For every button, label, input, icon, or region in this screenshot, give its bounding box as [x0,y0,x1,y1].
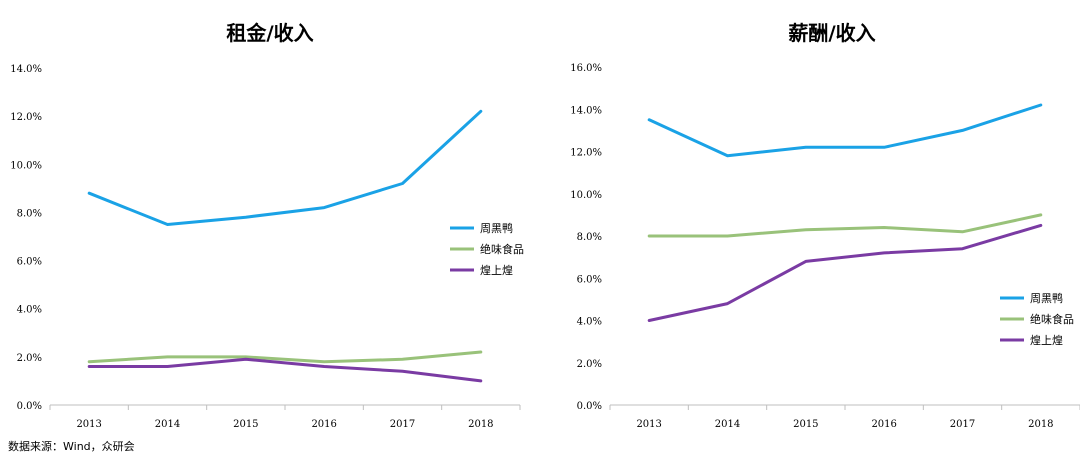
series-line [87,109,483,226]
source-note: 数据来源：Wind，众研会 [8,440,135,453]
y-tick-label: 10.0% [570,190,602,201]
chart-title: 薪酬/收入 [788,21,875,45]
y-tick-label: 8.0% [17,208,42,219]
x-tick-label: 2013 [76,419,101,430]
y-tick-label: 4.0% [577,317,602,328]
series-line [647,223,1043,322]
x-tick-label: 2017 [950,419,975,430]
y-tick-label: 4.0% [17,305,42,316]
y-tick-label: 12.0% [10,112,42,123]
series-line [87,350,483,364]
legend-label: 绝味食品 [480,242,524,256]
x-tick-label: 2013 [636,419,661,430]
series-line [647,213,1043,238]
legend-label: 煌上煌 [1030,334,1063,347]
y-tick-label: 10.0% [10,160,42,171]
y-tick-label: 0.0% [17,401,42,412]
chart-title: 租金/收入 [226,21,313,45]
x-tick-label: 2018 [1028,419,1053,430]
y-tick-label: 6.0% [17,257,42,268]
legend-label: 煌上煌 [480,264,513,277]
x-tick-label: 2014 [155,419,180,430]
y-tick-label: 2.0% [17,353,42,364]
y-tick-label: 16.0% [570,63,602,74]
legend-label: 周黑鸭 [1030,292,1063,305]
y-tick-label: 6.0% [577,274,602,285]
y-tick-label: 14.0% [570,105,602,116]
y-tick-label: 12.0% [570,148,602,159]
y-tick-label: 14.0% [10,64,42,75]
x-tick-label: 2014 [715,419,740,430]
y-tick-label: 8.0% [577,232,602,243]
series-line [647,103,1043,158]
y-tick-label: 0.0% [577,401,602,412]
x-tick-label: 2016 [311,419,336,430]
x-tick-label: 2015 [793,419,818,430]
legend-label: 绝味食品 [1030,312,1074,326]
chart-rent-to-revenue: 租金/收入 0.0% 2.0% 4.0% 6.0% 8.0% 10.0% 12.0% 14.0%… [10,21,524,430]
x-tick-label: 2015 [233,419,258,430]
chart-salary-to-revenue: 薪酬/收入 0.0% 2.0% 4.0% 6.0% 8.0% 10.0% 12.0% 14.0%… [570,21,1080,430]
x-tick-label: 2018 [468,419,493,430]
y-tick-label: 2.0% [577,359,602,370]
x-tick-label: 2016 [871,419,896,430]
x-tick-label: 2017 [390,419,415,430]
series-line [87,357,483,383]
legend-label: 周黑鸭 [480,222,513,235]
